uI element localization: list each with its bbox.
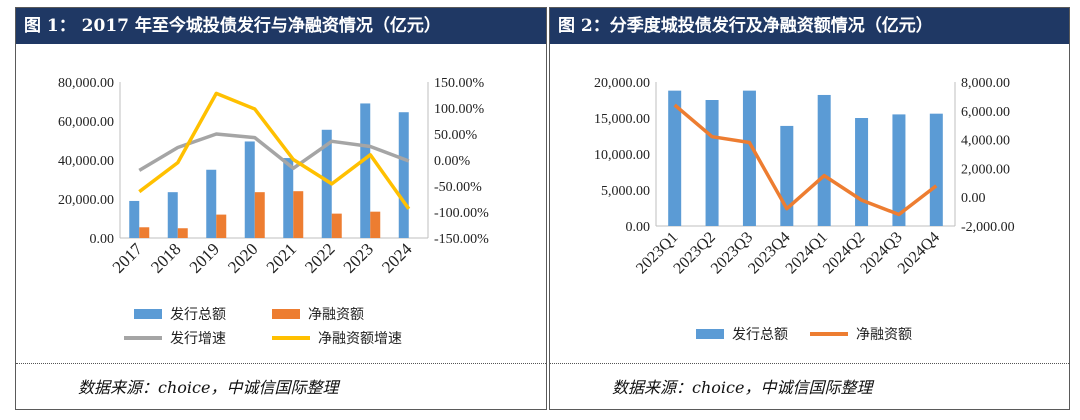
y-tick-label-right: 100.00% [434, 102, 485, 117]
bar [929, 113, 943, 226]
bar [206, 169, 217, 238]
bar [668, 90, 682, 226]
y-tick-label-right: 4,000.00 [961, 134, 1010, 149]
y-tick-label-right: 2,000.00 [961, 162, 1010, 177]
y-tick-label-right: -150.00% [434, 232, 489, 247]
chart-panel-right: 图 2：分季度城投债发行及净融资额情况（亿元） 20,000.00 15,000.… [549, 7, 1070, 410]
bar [244, 141, 255, 238]
bar [177, 228, 188, 238]
y-tick-label-left: 60,000.00 [58, 115, 114, 130]
legend-swatch [134, 309, 162, 319]
y-tick-label-right: 0.00 [961, 191, 986, 206]
chart-title: 图 2：分季度城投债发行及净融资额情况（亿元） [550, 8, 1069, 44]
chart-issuance-annual: 80,000.00 60,000.00 40,000.00 20,000.00 0.00… [58, 76, 489, 347]
bar [321, 129, 332, 238]
y-tick-label-left: 15,000.00 [594, 112, 650, 127]
source-note: 数据来源：choice，中诚信国际整理 [78, 378, 339, 397]
y-tick-label-left: 20,000.00 [58, 193, 114, 208]
y-tick-label-left: 20,000.00 [594, 76, 650, 91]
chart-title: 图 1： 2017 年至今城投债发行与净融资情况（亿元） [16, 8, 546, 44]
divider [16, 363, 546, 364]
legend-label: 净融资额 [308, 307, 364, 323]
bar [705, 100, 719, 226]
y-tick-label-left: 10,000.00 [594, 148, 650, 163]
source-note: 数据来源：choice，中诚信国际整理 [612, 378, 873, 397]
x-tick-label: 2020 [224, 239, 261, 276]
legend-swatch [272, 309, 300, 319]
y-tick-label-left: 0.00 [626, 220, 651, 235]
bar [780, 125, 794, 226]
bar [855, 118, 869, 226]
legend-label: 净融资额增速 [318, 331, 402, 347]
y-tick-label-left: 40,000.00 [58, 154, 114, 169]
y-tick-label-right: 150.00% [434, 76, 485, 91]
legend-swatch [696, 329, 724, 339]
x-tick-label: 2023 [340, 239, 377, 276]
x-tick-label: 2021 [263, 239, 300, 276]
x-tick-label: 2022 [301, 239, 338, 276]
bar [283, 158, 294, 238]
bar [360, 103, 371, 238]
bar [129, 200, 140, 238]
legend-label: 发行增速 [170, 331, 226, 347]
x-tick-label: 2024Q4 [895, 229, 943, 277]
x-tick-label: 2017 [109, 239, 147, 277]
y-tick-label-right: 0.00% [434, 154, 471, 169]
y-tick-label-right: -100.00% [434, 206, 489, 221]
legend-label: 发行总额 [170, 307, 226, 323]
y-tick-label-left: 80,000.00 [58, 76, 114, 91]
y-tick-label-left: 0.00 [90, 232, 115, 247]
bar [742, 90, 756, 226]
bar [167, 192, 178, 238]
bar [370, 211, 381, 238]
bar [892, 114, 906, 226]
chart-panel-left: 图 1： 2017 年至今城投债发行与净融资情况（亿元） 80,000.00 60… [15, 7, 547, 410]
y-tick-label-right: 8,000.00 [961, 76, 1010, 91]
y-tick-label-right: 6,000.00 [961, 105, 1010, 120]
x-tick-label: 2018 [147, 239, 184, 276]
legend-label: 净融资额 [856, 327, 912, 343]
bar [139, 227, 150, 238]
y-tick-label-right: -50.00% [434, 180, 482, 195]
x-tick-label: 2019 [186, 239, 223, 276]
series-line [673, 103, 938, 217]
bar [254, 192, 265, 238]
bar [817, 94, 831, 227]
bar [216, 214, 227, 238]
divider [550, 363, 1069, 364]
bar [331, 213, 342, 238]
x-tick-label: 2024 [378, 239, 416, 277]
legend-label: 发行总额 [732, 327, 788, 343]
y-tick-label-left: 5,000.00 [601, 184, 650, 199]
bar [293, 191, 304, 238]
y-tick-label-right: 50.00% [434, 128, 478, 143]
series-line [138, 132, 410, 172]
bar [398, 112, 409, 238]
y-tick-label-right: -2,000.00 [961, 220, 1015, 235]
chart-issuance-quarterly: 20,000.00 15,000.00 10,000.00 5,000.00 0.00 8… [594, 76, 1015, 343]
series-line [138, 91, 411, 210]
